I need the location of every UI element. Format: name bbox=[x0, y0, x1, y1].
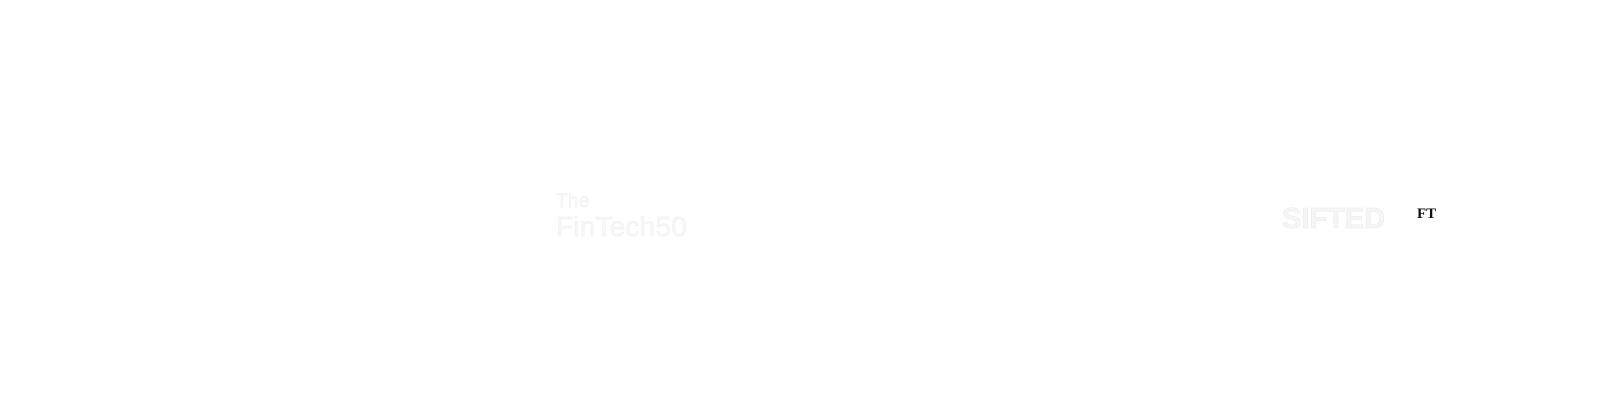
fintech50-logo: The FinTech50 bbox=[556, 191, 696, 244]
fintech50-logo-line1: The bbox=[556, 191, 590, 212]
sifted-logo: SIFTED bbox=[1282, 203, 1386, 236]
ft-mark: FT bbox=[1417, 206, 1437, 222]
fintech50-logo-line2: FinTech50 bbox=[556, 211, 687, 242]
